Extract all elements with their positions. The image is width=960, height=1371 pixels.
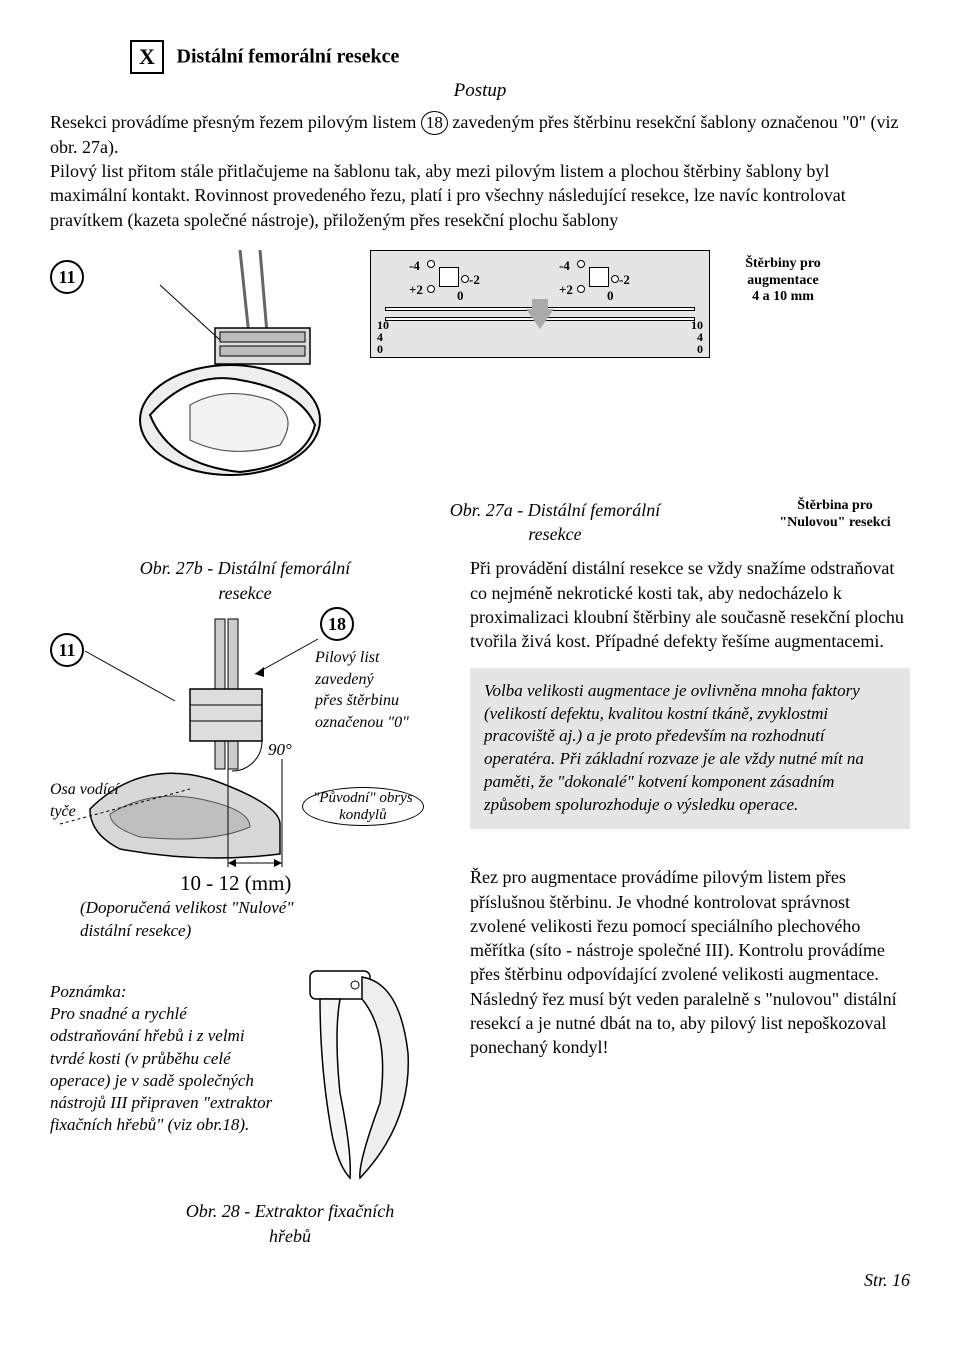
ref-11: 11 [50,260,84,294]
mark-plus2-r: +2 [559,281,573,299]
mark-minus4: -4 [409,257,420,275]
blade-label: Pilový list zavedený přes štěrbinu označ… [315,647,409,733]
fig27a-caption-row: Obr. 27a - Distální femorální resekce Št… [50,498,910,547]
intro-text: Resekci provádíme přesným řezem pilovým … [50,112,421,132]
mark-plus2: +2 [409,281,423,299]
fig28-illustration [290,963,440,1193]
scale-left: 10 4 0 [377,319,389,355]
intro-paragraph-1: Resekci provádíme přesným řezem pilovým … [50,110,910,159]
measurement: 10 - 12 (mm) [180,869,440,897]
fig27b-area: 11 18 [50,609,440,869]
zero-slot-annotation: Štěrbina pro "Nulovou" resekci [760,498,910,532]
page-number: Str. 16 [50,1268,910,1292]
mark-zero-r: 0 [607,287,614,305]
main-two-col: Obr. 27b - Distální femorální resekce 11… [50,556,910,1247]
section-title: Distální femorální resekce [177,46,400,68]
fig28-caption: Obr. 28 - Extraktor fixačních hřebů [160,1199,420,1248]
mark-minus2-r: -2 [619,271,630,289]
intro-paragraph-2: Pilový list přitom stále přitlačujeme na… [50,159,910,232]
slot-annotation: Štěrbiny pro augmentace 4 a 10 mm [728,250,838,306]
axis-label: Osa vodící tyče [50,779,119,822]
scale-right: 10 4 0 [691,319,703,355]
note-box: Volba velikosti augmentace je ovlivněna … [470,668,910,830]
mark-zero: 0 [457,287,464,305]
poznamka: Poznámka: Pro snadné a rychlé odstraňová… [50,981,280,1136]
section-header: X Distální femorální resekce [50,40,910,74]
recommended-note: (Doporučená velikost "Nulové" distální r… [80,897,440,943]
mark-minus2: -2 [469,271,480,289]
fig27a-illustration [130,250,350,480]
ref-18: 18 [320,607,354,641]
section-subtitle: Postup [50,78,910,104]
fig27b-caption: Obr. 27b - Distální femorální resekce [50,556,440,605]
ref-11-b: 11 [50,633,84,667]
template-panel: -4 -2 +2 0 -4 -2 +2 0 [370,250,710,358]
right-p1: Při provádění distální resekce se vždy s… [470,556,910,653]
angle-90: 90° [268,739,292,762]
tool-ref-18: 18 [421,111,448,135]
section-badge: X [130,40,164,74]
right-p2: Řez pro augmentace provádíme pilovým lis… [470,865,910,1059]
mark-minus4-r: -4 [559,257,570,275]
panel-row: 11 -4 -2 +2 [50,250,910,480]
fig27a-caption: Obr. 27a - Distální femorální resekce [350,498,760,547]
contour-label: "Původní" obrys kondylů [302,787,424,826]
